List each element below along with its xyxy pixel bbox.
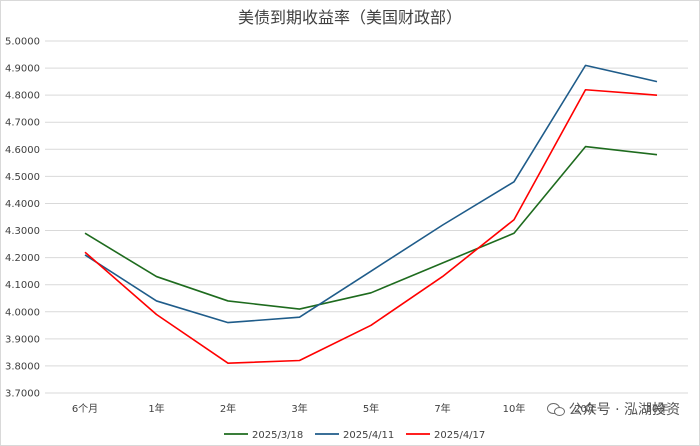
y-tick-label: 3.7000 [5, 389, 40, 400]
y-tick-label: 5.0000 [5, 37, 40, 48]
y-tick-label: 4.4000 [5, 199, 40, 210]
y-tick-label: 4.5000 [5, 172, 40, 183]
x-tick-label: 30年 [646, 402, 669, 415]
x-tick-label: 2年 [220, 402, 236, 415]
x-tick-label: 20年 [574, 402, 597, 415]
legend-label: 2025/4/17 [434, 430, 485, 441]
watermark-text: 公众号 · 泓湖投资 [568, 402, 680, 418]
series-line [84, 88, 658, 365]
y-tick-label: 3.8000 [5, 361, 40, 372]
series-lines [84, 64, 658, 365]
x-tick-label: 6个月 [72, 403, 98, 415]
y-tick-label: 4.1000 [5, 280, 40, 291]
series-line [84, 64, 658, 324]
y-tick-label: 4.2000 [5, 253, 40, 264]
y-tick-label: 4.6000 [5, 145, 40, 156]
series-line [84, 145, 658, 310]
y-tick-label: 4.3000 [5, 226, 40, 237]
y-tick-label: 4.0000 [5, 307, 40, 318]
legend: 2025/3/18 2025/4/11 2025/4/17 [224, 430, 485, 441]
x-tick-label: 3年 [291, 402, 307, 415]
x-tick-label: 7年 [434, 402, 450, 415]
y-tick-label: 4.9000 [5, 64, 40, 75]
y-axis-ticks: 5.0000 4.9000 4.8000 4.7000 4.6000 4.5000 4.40… [5, 37, 40, 400]
x-tick-label: 10年 [503, 402, 526, 415]
legend-label: 2025/3/18 [252, 430, 303, 441]
y-tick-label: 3.9000 [5, 334, 40, 345]
y-tick-label: 4.7000 [5, 118, 40, 129]
legend-label: 2025/4/11 [343, 430, 394, 441]
chart-title: 美债到期收益率（美国财政部） [237, 8, 462, 27]
grid-lines [45, 40, 688, 394]
x-tick-label: 5年 [363, 402, 379, 415]
wechat-icon [546, 402, 565, 416]
y-tick-label: 4.8000 [5, 91, 40, 102]
x-axis-ticks: 6个月 1年 2年 3年 5年 7年 10年 20年 30年 [72, 402, 669, 415]
x-tick-label: 1年 [148, 402, 164, 415]
watermark: 公众号 · 泓湖投资 [546, 399, 680, 419]
